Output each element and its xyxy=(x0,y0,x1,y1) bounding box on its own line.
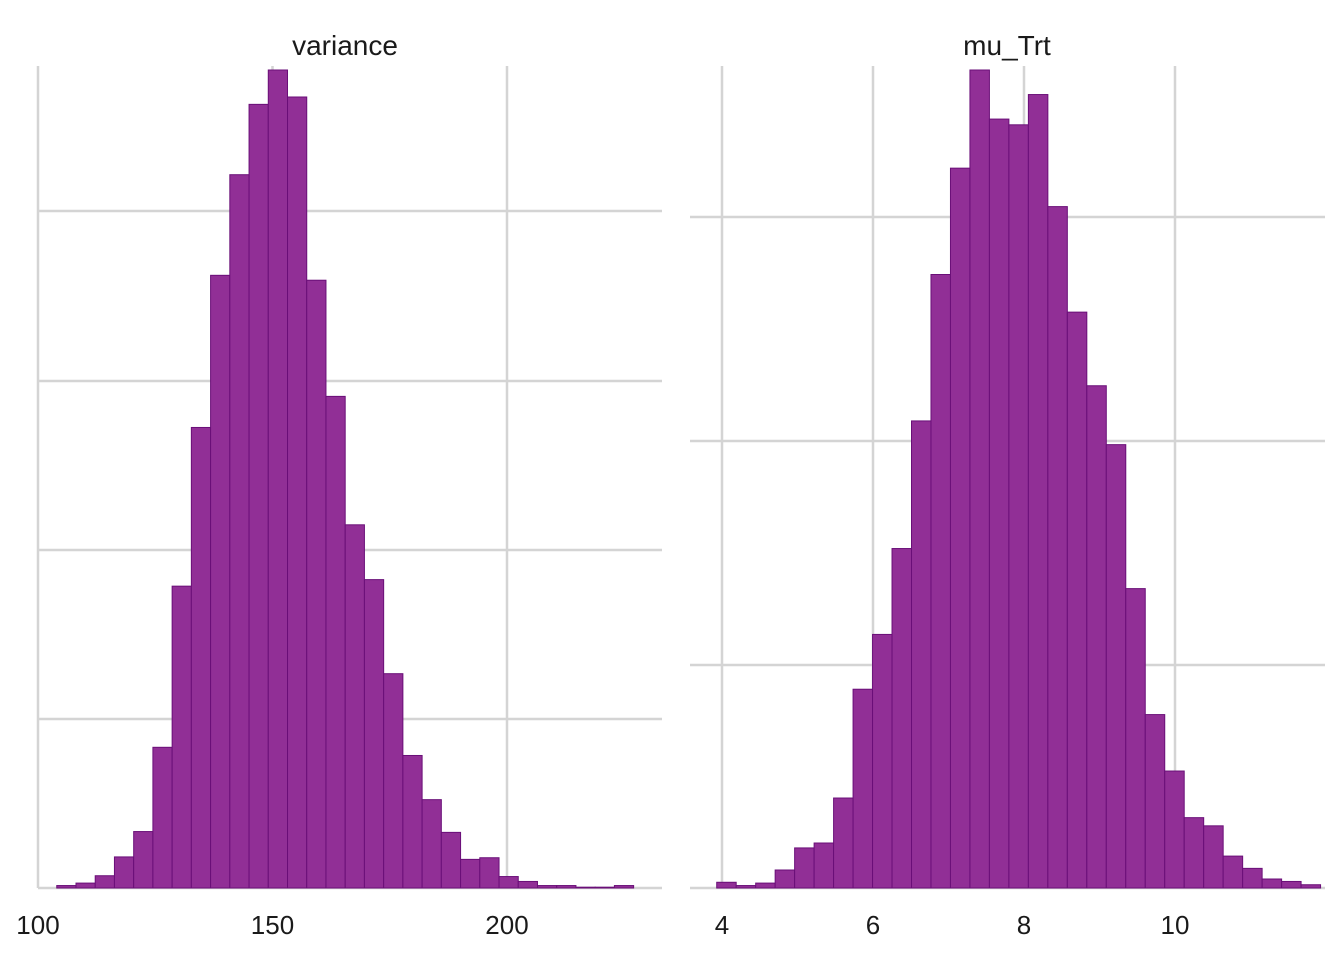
variance-bar xyxy=(517,880,538,889)
mu-trt-bar xyxy=(1261,878,1283,889)
variance-bar xyxy=(594,886,615,889)
mu-trt-bar xyxy=(1125,588,1146,889)
mu-trt-bars xyxy=(716,69,1322,889)
variance-bar xyxy=(402,754,423,889)
mu-trt-bar xyxy=(891,548,913,889)
variance-bar xyxy=(613,885,635,889)
variance-bar xyxy=(113,856,135,889)
variance-bar xyxy=(190,426,212,889)
mu-trt-panel: mu_Trt 4 6 8 10 xyxy=(690,30,1325,940)
variance-bar xyxy=(229,174,250,889)
variance-bar xyxy=(325,395,346,889)
variance-bar xyxy=(152,746,173,889)
mu-trt-x-tick-labels: 4 6 8 10 xyxy=(715,910,1190,940)
mu-trt-bar xyxy=(872,633,893,889)
variance-bar xyxy=(536,885,558,889)
variance-bar xyxy=(421,799,442,889)
mu-trt-bar xyxy=(988,118,1010,889)
mu-trt-bar xyxy=(1242,867,1263,889)
variance-bar xyxy=(248,103,269,889)
mu-trt-panel-title: mu_Trt xyxy=(963,30,1051,61)
mu-trt-bar xyxy=(1222,855,1244,889)
mu-trt-bar xyxy=(1300,884,1322,889)
mu-trt-bar xyxy=(735,885,757,889)
variance-x-tick-label: 150 xyxy=(251,910,294,940)
variance-bars xyxy=(56,69,635,889)
mu-trt-bar xyxy=(949,167,971,889)
variance-bar xyxy=(498,876,519,889)
mu-trt-bar xyxy=(1086,385,1107,889)
mu-trt-bar xyxy=(833,797,854,889)
mu-trt-bar xyxy=(930,274,951,889)
variance-bar xyxy=(171,585,192,889)
mu-trt-bar xyxy=(1164,770,1185,889)
mu-trt-bar xyxy=(716,881,737,889)
variance-x-tick-label: 100 xyxy=(16,910,59,940)
mu-trt-bar xyxy=(852,688,874,889)
mu-trt-bar xyxy=(1066,311,1088,889)
variance-bar xyxy=(479,857,500,889)
mu-trt-bar xyxy=(1105,444,1127,889)
variance-bar xyxy=(94,875,115,889)
variance-bar xyxy=(56,885,77,889)
mu-trt-x-tick-label: 4 xyxy=(715,910,729,940)
mu-trt-bar xyxy=(1008,124,1029,889)
mu-trt-bar xyxy=(774,869,796,889)
mu-trt-x-tick-label: 6 xyxy=(866,910,880,940)
variance-panel-title: variance xyxy=(292,30,398,61)
variance-bar xyxy=(210,274,231,889)
variance-bar xyxy=(363,579,385,889)
variance-bar xyxy=(575,886,596,889)
variance-bar xyxy=(383,673,404,889)
variance-bar xyxy=(287,96,308,889)
mu-trt-bar xyxy=(969,69,990,889)
mu-trt-bar xyxy=(1047,206,1068,889)
mu-trt-bar xyxy=(911,420,932,889)
variance-bar xyxy=(75,882,96,889)
variance-x-tick-labels: 100 150 200 xyxy=(16,910,528,940)
mu-trt-bar xyxy=(1183,817,1205,889)
variance-x-tick-label: 200 xyxy=(485,910,528,940)
variance-bar xyxy=(344,524,365,889)
mu-trt-bar xyxy=(755,882,776,889)
variance-bar xyxy=(133,831,154,889)
variance-bar xyxy=(440,831,462,889)
variance-bar xyxy=(556,885,577,889)
mu-trt-bar xyxy=(1027,94,1049,889)
mu-trt-bar xyxy=(813,842,835,889)
mu-trt-bar xyxy=(1144,714,1166,889)
mu-trt-bar xyxy=(1281,880,1302,889)
mu-trt-x-tick-label: 8 xyxy=(1017,910,1031,940)
mu-trt-bar xyxy=(1203,825,1224,889)
variance-bar xyxy=(267,69,289,889)
mu-trt-bar xyxy=(794,847,815,889)
variance-bar xyxy=(306,279,327,889)
variance-panel: variance 100 150 200 xyxy=(16,30,662,940)
mu-trt-x-tick-label: 10 xyxy=(1161,910,1190,940)
variance-bar xyxy=(460,858,481,889)
